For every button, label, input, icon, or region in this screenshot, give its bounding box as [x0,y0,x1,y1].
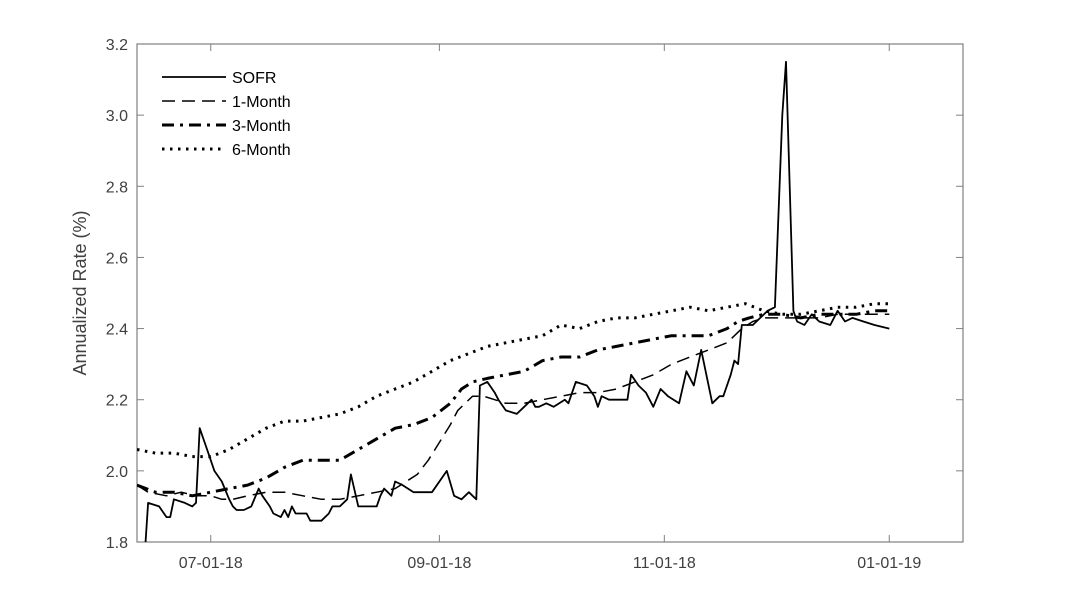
y-axis: 1.8 2.0 2.2 2.4 2.6 2.8 3.0 3.2 [106,37,963,552]
legend-label: SOFR [232,70,276,87]
legend-label: 1-Month [232,94,291,111]
legend-label: 6-Month [232,142,291,159]
series-1-month [137,313,890,501]
x-tick-label: 09-01-18 [407,555,471,572]
y-tick-label: 2.6 [106,250,128,267]
series-3-month [137,309,890,498]
y-tick-label: 2.2 [106,393,128,410]
x-tick-label: 07-01-18 [179,555,243,572]
plot-frame [136,43,964,543]
legend: SOFR 1-Month 3-Month 6-Month [162,70,291,159]
y-tick-label: 2.8 [106,179,128,196]
y-tick-label: 2.0 [106,464,128,481]
y-tick-label: 3.2 [106,37,128,54]
plot-border [136,43,964,543]
series-6-month [137,302,890,459]
x-tick-label: 11-01-18 [633,555,696,572]
series-layer [137,60,890,542]
series-sofr [144,60,890,542]
y-tick-label: 2.4 [106,322,128,339]
x-axis: 07-01-18 09-01-18 11-01-18 01-01-19 [179,44,921,572]
x-tick-label: 01-01-19 [857,555,921,572]
y-tick-label: 3.0 [106,108,128,125]
legend-label: 3-Month [232,118,291,135]
y-axis-label: Annualized Rate (%) [70,210,90,375]
y-tick-label: 1.8 [106,535,128,552]
